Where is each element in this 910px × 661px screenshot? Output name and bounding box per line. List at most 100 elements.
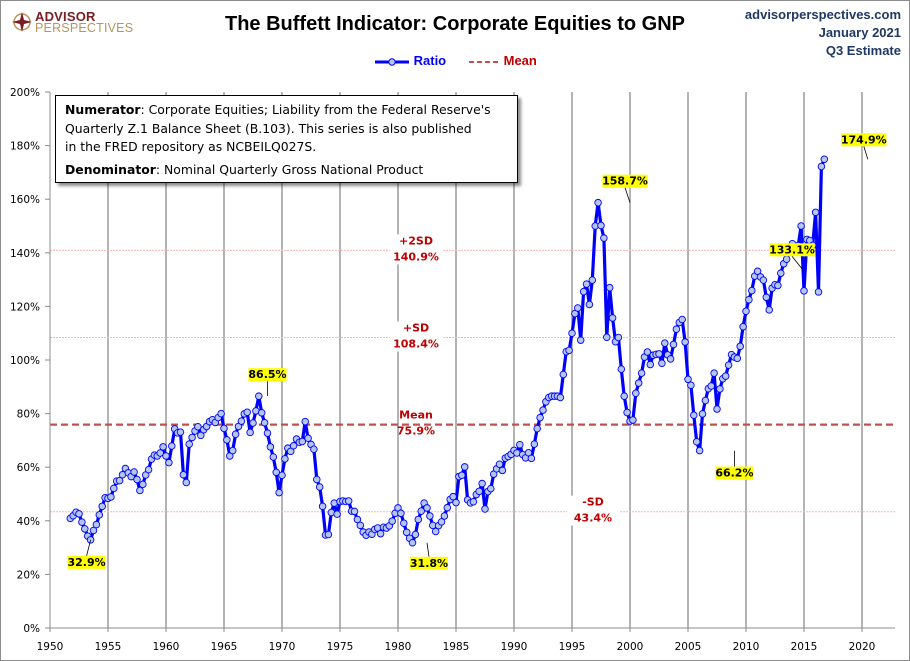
sd-label-bg	[390, 234, 442, 265]
ratio-point	[249, 419, 257, 427]
ratio-point	[81, 525, 89, 533]
ratio-point	[426, 512, 434, 520]
y-tick-label: 20%	[17, 569, 40, 581]
ratio-point	[759, 276, 768, 284]
x-tick-label: 1965	[211, 641, 238, 653]
x-tick-label: 2020	[849, 641, 876, 653]
sd-label-bg	[567, 495, 619, 526]
ratio-point	[257, 409, 266, 417]
ratio-point	[289, 442, 298, 450]
y-tick-label: 180%	[10, 141, 40, 153]
ratio-point	[89, 526, 98, 535]
y-tick-label: 140%	[10, 248, 40, 260]
ratio-point	[742, 307, 750, 315]
x-tick-label: 1955	[95, 641, 122, 653]
ratio-point	[736, 342, 744, 351]
ratio-point	[95, 511, 104, 519]
ref-line-value: 43.4%	[574, 512, 612, 525]
ratio-point	[739, 323, 747, 331]
ratio-point	[162, 452, 170, 460]
ratio-point	[310, 445, 318, 453]
ratio-point	[92, 520, 101, 529]
y-tick-label: 0%	[23, 623, 40, 635]
source-estimate: Q3 Estimate	[825, 43, 901, 58]
ratio-point	[315, 483, 324, 491]
ratio-point	[629, 416, 637, 424]
ratio-point	[597, 221, 605, 230]
sd-label-bg	[390, 321, 442, 352]
ratio-point	[765, 306, 773, 314]
ratio-point	[576, 336, 585, 344]
ratio-point	[698, 410, 707, 418]
ratio-point	[298, 437, 307, 446]
ref-line-name: Mean	[399, 409, 433, 422]
ratio-point	[182, 478, 191, 487]
ratio-point	[634, 379, 643, 387]
ref-line-name: +2SD	[399, 234, 433, 247]
ratio-point	[814, 288, 823, 296]
ratio-point	[710, 369, 718, 377]
ratio-point	[495, 460, 504, 469]
ratio-point	[797, 222, 805, 230]
ratio-point	[716, 385, 724, 393]
note-numerator-label: Numerator	[65, 102, 141, 117]
ratio-point	[469, 498, 478, 506]
note-numerator-line2: Quarterly Z.1 Balance Sheet (B.103). Thi…	[65, 120, 472, 136]
ratio-point	[440, 512, 449, 520]
x-tick-label: 1975	[327, 641, 354, 653]
ratio-point	[168, 442, 176, 450]
ratio-point	[133, 475, 141, 484]
ratio-point	[745, 295, 753, 304]
y-tick-label: 200%	[10, 87, 40, 99]
ratio-point	[107, 493, 115, 501]
ratio-point	[417, 507, 425, 515]
ratio-point	[820, 155, 829, 164]
ref-line-value: 140.9%	[393, 250, 439, 263]
ratio-point	[620, 392, 628, 400]
logo-text-top: ADVISOR	[35, 9, 96, 24]
ratio-point	[255, 392, 263, 400]
ratio-point	[188, 433, 196, 442]
ratio-point	[324, 530, 333, 539]
annotation-bg	[602, 174, 648, 188]
compass-star-icon	[12, 12, 32, 32]
ratio-point	[614, 333, 623, 342]
x-tick-label: 1985	[443, 641, 470, 653]
ratio-point	[724, 361, 733, 369]
ratio-point	[478, 479, 486, 488]
ratio-point	[774, 281, 782, 290]
x-tick-label: 1960	[153, 641, 180, 653]
ratio-point	[176, 428, 185, 436]
ratio-point	[585, 300, 594, 309]
annotation-leader	[624, 187, 631, 203]
ratio-point	[748, 286, 756, 295]
x-tick-label: 2010	[733, 641, 760, 653]
annotation-leader	[791, 256, 805, 272]
y-tick-label: 60%	[17, 462, 40, 474]
ratio-point	[475, 487, 483, 496]
x-tick-label: 1995	[559, 641, 586, 653]
legend-ratio-swatch	[375, 57, 409, 66]
ratio-point	[527, 454, 536, 463]
source-website: advisorperspectives.com	[744, 7, 901, 22]
annotation-label: 133.1%	[769, 243, 815, 256]
annotation-bg	[769, 243, 815, 257]
ratio-point	[333, 510, 341, 518]
ratio-point	[707, 382, 715, 390]
annotation-label: 158.7%	[602, 175, 648, 188]
ratio-point	[666, 355, 675, 363]
y-tick-label: 40%	[17, 516, 40, 528]
ratio-point	[516, 440, 524, 449]
ratio-point	[304, 434, 312, 443]
ratio-point	[533, 424, 541, 433]
ratio-point	[356, 521, 365, 530]
ratio-point	[643, 348, 652, 356]
ratio-point	[498, 466, 507, 475]
annotations: 32.9% 86.5% 31.8% 158.7% 66.2% 133.1% 174.9%	[68, 133, 887, 570]
ratio-point	[568, 329, 576, 337]
ratio-point	[574, 304, 582, 312]
ratio-point	[414, 515, 423, 524]
note-denominator: Denominator: Nominal Quarterly Gross Nat…	[65, 161, 517, 180]
ratio-point	[684, 375, 692, 384]
note-numerator-text: : Corporate Equities; Liability from the…	[140, 102, 491, 117]
